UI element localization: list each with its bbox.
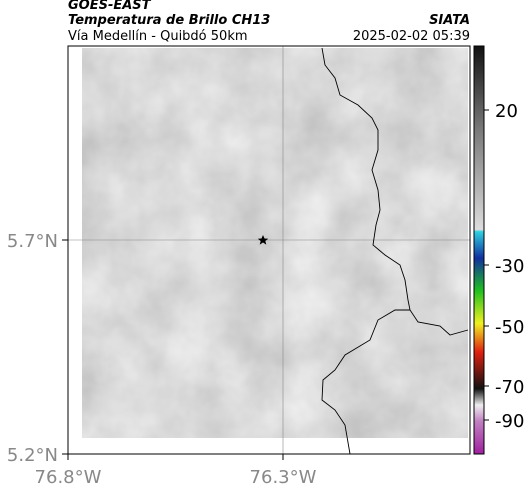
colorbar [473,45,485,455]
region: Vía Medellín - Quibdó 50km [68,29,248,44]
colorbar-label: -50 [495,317,524,338]
map-frame [67,45,471,455]
timestamp: 2025-02-02 05:39 [353,29,470,44]
border [321,47,469,336]
location-marker [257,235,269,245]
colorbar-label: -90 [495,411,524,432]
product: Temperatura de Brillo CH13 [68,13,270,28]
lon-label: 76.8°W [35,467,102,488]
colorbar-label: 20 [495,101,518,122]
satellite-image [82,48,468,438]
colorbar-label: -70 [495,377,524,398]
satellite: GOES-EAST [68,0,152,13]
colorbar-label: -30 [495,256,524,277]
lat-label: 5.2°N [7,445,58,466]
lon-label: 76.3°W [250,467,317,488]
source: SIATA [429,13,470,28]
colorbar-ticks: 20 -30 -50 -70 -90 [484,101,524,432]
lat-label: 5.7°N [7,231,58,252]
border [321,309,410,455]
